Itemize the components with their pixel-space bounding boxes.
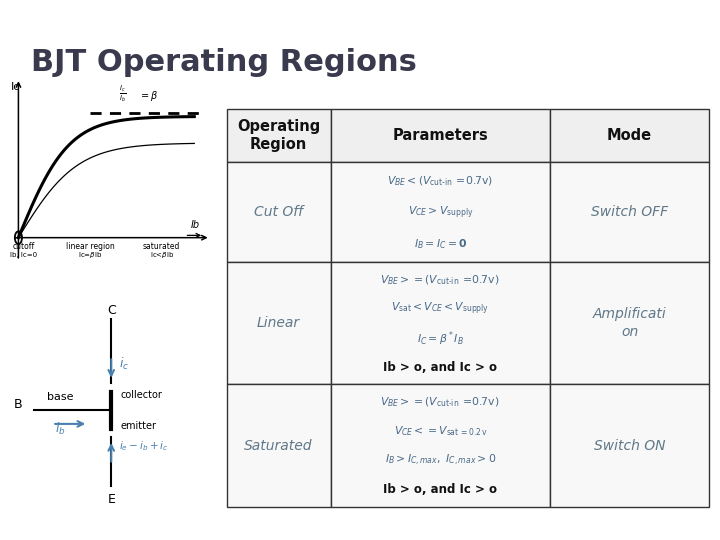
Text: C: C bbox=[107, 304, 116, 317]
Text: $\mathit{V}_{\mathit{BE}} >= (\mathit{V}_{\mathrm{cut\text{-}in}}\ \!=\!0.7\math: $\mathit{V}_{\mathit{BE}} >= (\mathit{V}… bbox=[380, 273, 500, 287]
Text: $i_b$: $i_b$ bbox=[55, 421, 66, 437]
Text: $\mathit{V}_{\mathrm{sat}} < \mathit{V}_{\mathit{CE}} < \mathit{V}_{\mathrm{supp: $\mathit{V}_{\mathrm{sat}} < \mathit{V}_… bbox=[391, 301, 490, 318]
Text: Operating
Region: Operating Region bbox=[237, 119, 320, 152]
Bar bbox=[227, 109, 330, 163]
Text: $\mathit{V}_{\mathit{CE}} > \mathit{V}_{\mathrm{supply}}$: $\mathit{V}_{\mathit{CE}} > \mathit{V}_{… bbox=[408, 205, 473, 221]
Text: $\mathit{V}_{\mathit{BE}} >= (\mathit{V}_{\mathrm{cut\text{-}in}}\ \!=\!0.7\math: $\mathit{V}_{\mathit{BE}} >= (\mathit{V}… bbox=[380, 396, 500, 409]
Text: $\mathit{V}_{\mathit{BE}} < (\mathit{V}_{\mathrm{cut\text{-}in}}\ \!=\!0.7\mathr: $\mathit{V}_{\mathit{BE}} < (\mathit{V}_… bbox=[387, 175, 493, 188]
Text: Ib > o, and Ic > o: Ib > o, and Ic > o bbox=[383, 361, 498, 374]
Text: Ib, Ic=0: Ib, Ic=0 bbox=[10, 252, 37, 258]
Text: Amplificati
on: Amplificati on bbox=[593, 307, 667, 339]
Text: Linear: Linear bbox=[257, 316, 300, 330]
Bar bbox=[330, 163, 550, 262]
Bar bbox=[550, 384, 709, 507]
Bar bbox=[550, 262, 709, 384]
Text: $\mathit{V}_{\mathit{CE}} <= \mathit{V}_{\mathrm{sat\,=0.2\,v}}$: $\mathit{V}_{\mathit{CE}} <= \mathit{V}_… bbox=[394, 424, 487, 438]
Text: $\mathit{I}_{\mathit{B}} > \mathit{I}_{\mathit{C,max}},\ \mathit{I}_{\mathit{C,m: $\mathit{I}_{\mathit{B}} > \mathit{I}_{\… bbox=[384, 453, 496, 468]
Bar bbox=[550, 163, 709, 262]
Bar bbox=[227, 163, 330, 262]
Text: linear region: linear region bbox=[66, 242, 114, 251]
Text: collector: collector bbox=[120, 390, 162, 400]
Text: emitter: emitter bbox=[120, 421, 156, 430]
Bar bbox=[550, 109, 709, 163]
Text: $i_c$: $i_c$ bbox=[119, 356, 129, 373]
Text: base: base bbox=[47, 392, 73, 402]
Bar bbox=[227, 262, 330, 384]
Text: E: E bbox=[107, 493, 115, 506]
Text: $i_e - i_b + i_c$: $i_e - i_b + i_c$ bbox=[119, 439, 168, 453]
Text: saturated: saturated bbox=[143, 242, 181, 251]
Text: B: B bbox=[14, 399, 22, 411]
Text: $\mathit{I}_{\mathit{B}} = \mathit{I}_{\mathit{C}} = \mathbf{0}$: $\mathit{I}_{\mathit{B}} = \mathit{I}_{\… bbox=[413, 237, 467, 251]
Text: $\mathit{I}_{\mathit{C}} = \beta^*\mathit{I}_{\mathit{B}}$: $\mathit{I}_{\mathit{C}} = \beta^*\mathi… bbox=[417, 329, 464, 348]
Text: Mode: Mode bbox=[607, 128, 652, 143]
Bar bbox=[330, 109, 550, 163]
Text: Ic: Ic bbox=[11, 82, 20, 92]
Text: Ib > o, and Ic > o: Ib > o, and Ic > o bbox=[383, 483, 498, 496]
Bar bbox=[330, 384, 550, 507]
Text: Parameters: Parameters bbox=[392, 128, 488, 143]
Bar bbox=[330, 262, 550, 384]
Text: Switch OFF: Switch OFF bbox=[591, 205, 668, 219]
Text: BJT Operating Regions: BJT Operating Regions bbox=[31, 48, 417, 77]
Text: Ib: Ib bbox=[191, 220, 200, 231]
Text: Saturated: Saturated bbox=[244, 438, 313, 453]
Text: cutoff: cutoff bbox=[12, 242, 35, 251]
Text: $= \beta$: $= \beta$ bbox=[139, 89, 159, 103]
Bar bbox=[227, 384, 330, 507]
Text: Ic=$\beta$Ib: Ic=$\beta$Ib bbox=[78, 251, 102, 260]
Text: $\frac{I_c}{I_b}$: $\frac{I_c}{I_b}$ bbox=[120, 83, 127, 104]
Text: Ic<$\beta$Ib: Ic<$\beta$Ib bbox=[150, 251, 174, 260]
Text: Switch ON: Switch ON bbox=[594, 438, 665, 453]
Text: Cut Off: Cut Off bbox=[254, 205, 303, 219]
